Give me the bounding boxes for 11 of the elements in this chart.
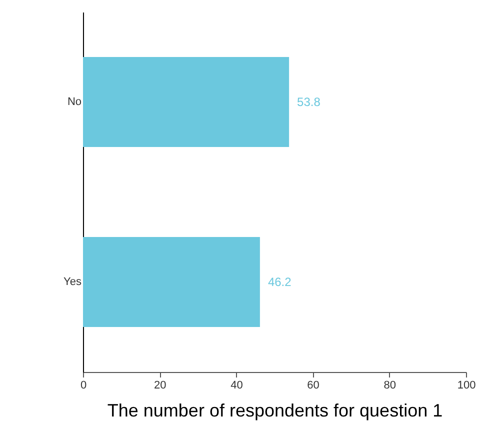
x-axis-title: The number of respondents for question 1 xyxy=(107,400,443,420)
x-tick-label: 40 xyxy=(230,380,243,392)
x-tick-label: 0 xyxy=(80,380,87,392)
y-tick-label: Yes xyxy=(64,276,82,288)
x-tick-label: 60 xyxy=(307,380,320,392)
x-tick-label: 20 xyxy=(154,380,166,392)
x-tick-label: 80 xyxy=(384,380,396,392)
data-label: 46.2 xyxy=(268,275,292,289)
y-tick-label: No xyxy=(67,96,82,108)
x-tick-label: 100 xyxy=(457,380,476,392)
data-label: 53.8 xyxy=(297,95,321,109)
